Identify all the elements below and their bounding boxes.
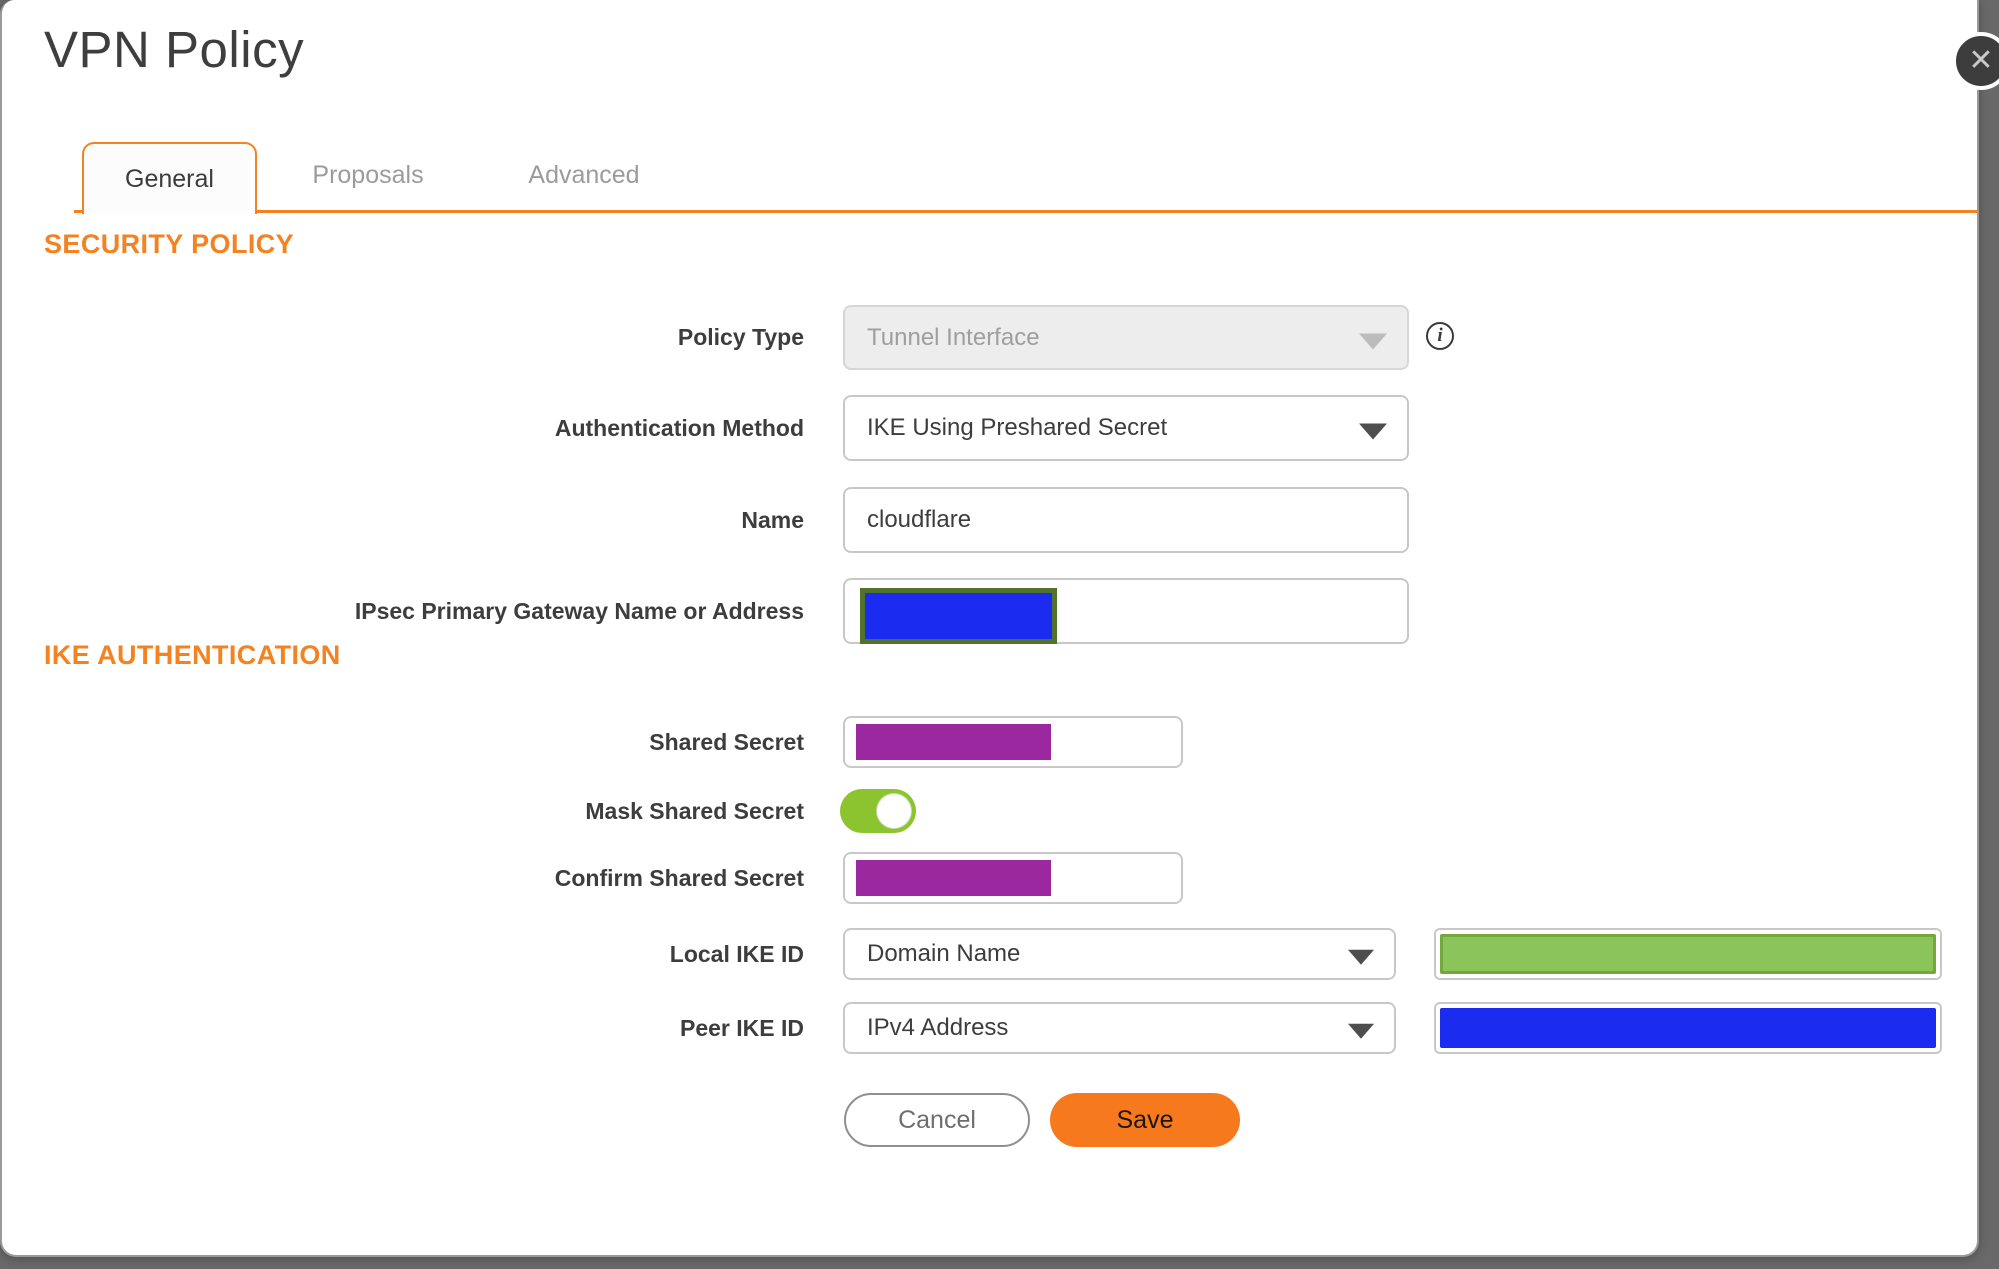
name-input[interactable]: cloudflare	[843, 487, 1409, 553]
cancel-button-label: Cancel	[898, 1105, 976, 1134]
chevron-down-icon	[1348, 1023, 1374, 1039]
name-label: Name	[741, 506, 804, 533]
page-title: VPN Policy	[44, 21, 305, 78]
section-heading-security-policy: SECURITY POLICY	[44, 229, 295, 259]
mask-shared-secret-toggle[interactable]	[840, 789, 916, 833]
policy-type-select: Tunnel Interface	[843, 305, 1409, 370]
close-button[interactable]: ✕	[1952, 32, 1999, 90]
local-ike-id-label: Local IKE ID	[669, 940, 804, 967]
tab-proposals[interactable]: Proposals	[308, 142, 428, 208]
close-icon: ✕	[1968, 44, 1994, 77]
tab-general-label: General	[125, 164, 214, 193]
save-button[interactable]: Save	[1050, 1093, 1240, 1147]
local-ike-id-value-input[interactable]	[1434, 928, 1942, 980]
confirm-shared-secret-input[interactable]	[843, 852, 1183, 904]
authentication-method-select[interactable]: IKE Using Preshared Secret	[843, 395, 1409, 461]
policy-type-value: Tunnel Interface	[867, 323, 1040, 351]
policy-type-label: Policy Type	[677, 324, 804, 350]
confirm-shared-secret-label: Confirm Shared Secret	[554, 864, 804, 891]
peer-ike-id-value-redaction	[1440, 1008, 1936, 1048]
mask-shared-secret-label: Mask Shared Secret	[585, 797, 804, 824]
toggle-knob	[876, 793, 912, 829]
peer-ike-id-type-value: IPv4 Address	[867, 1014, 1009, 1041]
cancel-button[interactable]: Cancel	[844, 1093, 1030, 1147]
tab-bar-underline	[74, 210, 1977, 213]
tab-general[interactable]: General	[82, 142, 257, 214]
peer-ike-id-label: Peer IKE ID	[680, 1014, 804, 1041]
shared-secret-input[interactable]	[843, 716, 1183, 768]
local-ike-id-type-value: Domain Name	[867, 940, 1021, 967]
local-ike-id-select[interactable]: Domain Name	[843, 928, 1396, 980]
shared-secret-label: Shared Secret	[649, 728, 804, 755]
ipsec-primary-gateway-input[interactable]	[843, 578, 1409, 644]
peer-ike-id-value-input[interactable]	[1434, 1002, 1942, 1054]
gateway-value-redaction	[860, 588, 1057, 644]
name-value: cloudflare	[867, 506, 972, 533]
ipsec-primary-gateway-label: IPsec Primary Gateway Name or Address	[354, 597, 804, 624]
confirm-shared-secret-value-redaction	[856, 860, 1051, 896]
authentication-method-label: Authentication Method	[554, 414, 804, 441]
save-button-label: Save	[1116, 1105, 1174, 1134]
chevron-down-icon	[1359, 423, 1387, 440]
tab-advanced-label: Advanced	[528, 160, 640, 189]
authentication-method-value: IKE Using Preshared Secret	[867, 414, 1168, 441]
chevron-down-icon	[1359, 333, 1387, 350]
tab-proposals-label: Proposals	[312, 160, 424, 189]
info-icon-glyph: i	[1437, 325, 1443, 346]
local-ike-id-value-redaction	[1440, 934, 1936, 974]
tab-advanced[interactable]: Advanced	[523, 142, 645, 208]
section-heading-ike-authentication: IKE AUTHENTICATION	[44, 640, 341, 670]
shared-secret-value-redaction	[856, 724, 1051, 760]
info-icon[interactable]: i	[1426, 322, 1454, 350]
peer-ike-id-select[interactable]: IPv4 Address	[843, 1002, 1396, 1054]
chevron-down-icon	[1348, 949, 1374, 965]
